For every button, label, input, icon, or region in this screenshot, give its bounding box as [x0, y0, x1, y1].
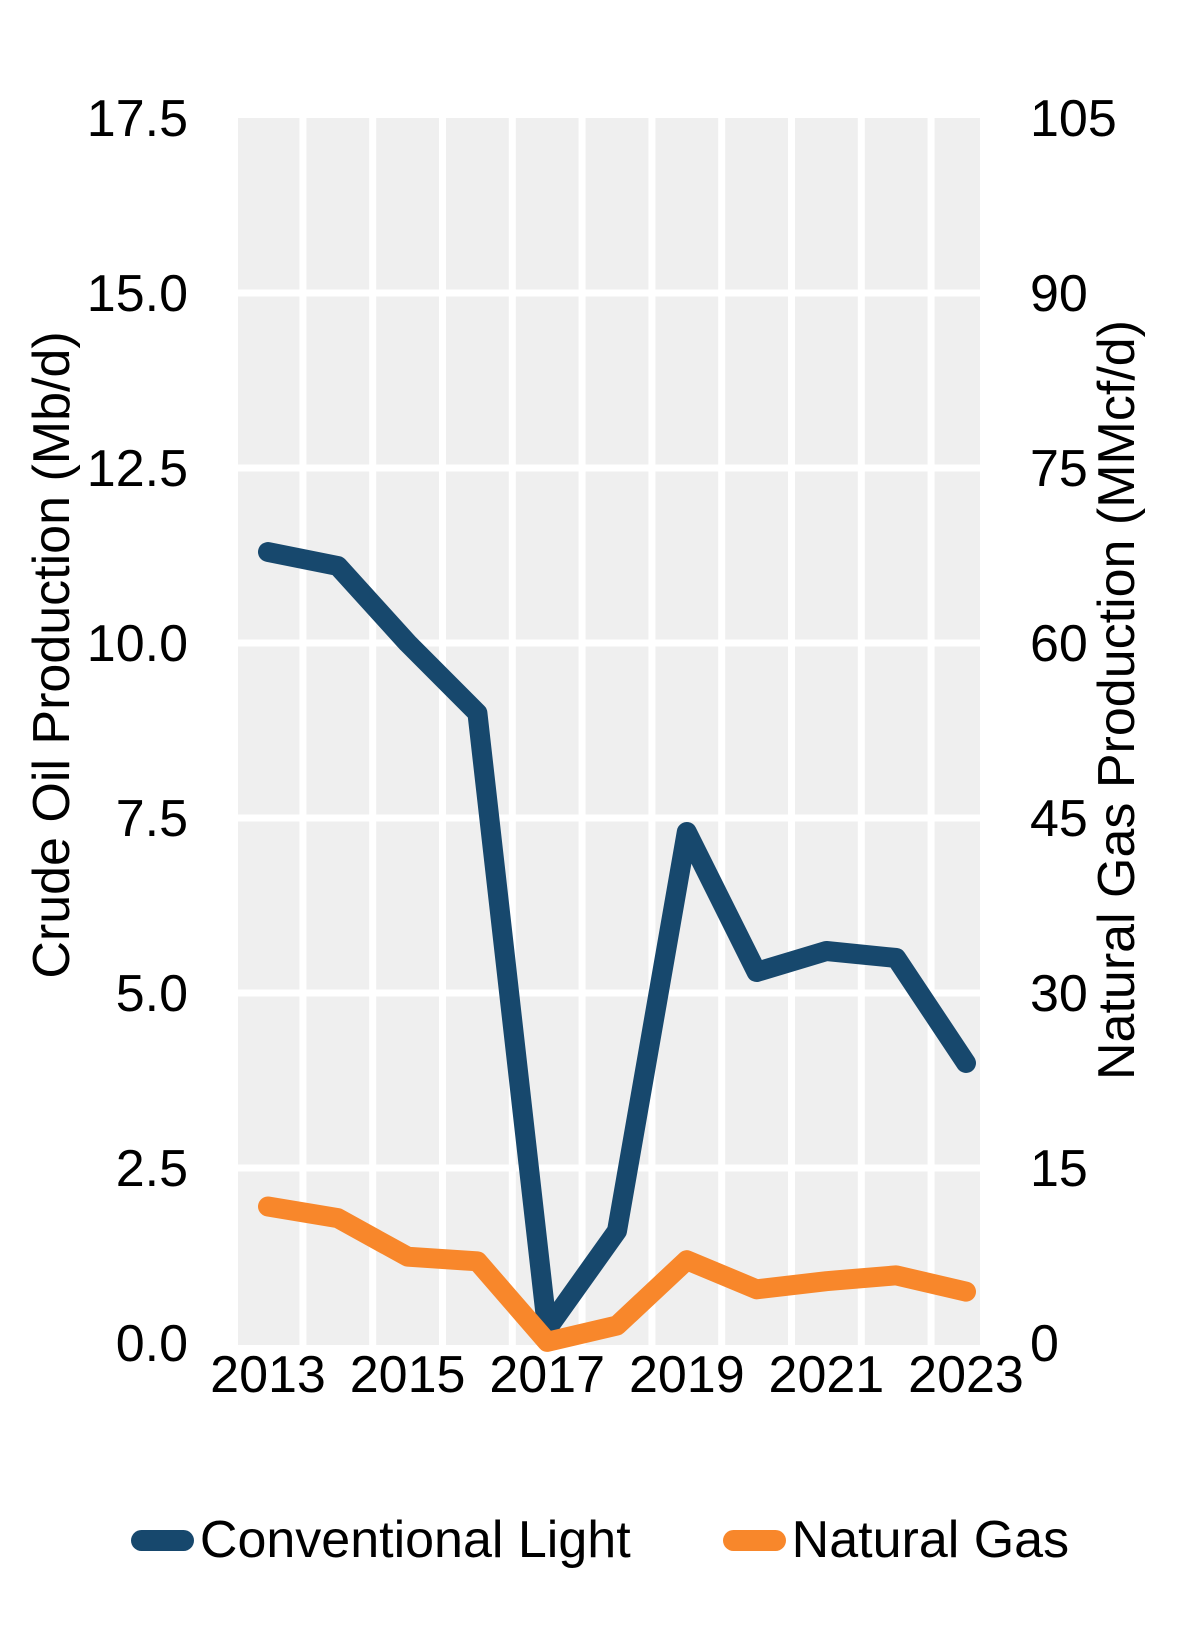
legend-item-conventional-light: Conventional Light	[130, 1510, 631, 1570]
right-axis-tick-label: 15	[1030, 1140, 1088, 1198]
natural-gas-swatch-icon	[722, 1529, 786, 1551]
left-axis-tick-label: 5.0	[116, 965, 188, 1023]
series-line-conventional-light	[258, 542, 976, 1339]
right-axis-tick-label: 45	[1030, 790, 1088, 848]
right-axis-tick-label: 105	[1030, 90, 1117, 148]
left-axis-tick-label: 0.0	[116, 1315, 188, 1373]
x-axis-tick-label: 2023	[908, 1346, 1024, 1404]
left-axis-tick-label: 2.5	[116, 1140, 188, 1198]
right-axis-tick-label: 60	[1030, 615, 1088, 673]
series-line-natural-gas	[258, 1196, 976, 1352]
legend-label-natural-gas: Natural Gas	[791, 1511, 1070, 1569]
left-axis-tick-label: 10.0	[87, 615, 188, 673]
x-axis-tick-label: 2017	[489, 1346, 605, 1404]
left-axis-title: Crude Oil Production (Mb/d)	[23, 331, 81, 979]
right-axis-title: Natural Gas Production (MMcf/d)	[1088, 319, 1146, 1081]
right-axis-tick-label: 75	[1030, 440, 1088, 498]
right-axis-tick-label: 90	[1030, 265, 1088, 323]
x-axis-tick-label: 2015	[350, 1346, 466, 1404]
conventional-light-swatch-icon	[130, 1529, 194, 1551]
left-axis-tick-label: 15.0	[87, 265, 188, 323]
x-axis-tick-label: 2019	[629, 1346, 745, 1404]
left-axis-tick-label: 17.5	[87, 90, 188, 148]
x-axis-tick-label: 2013	[210, 1346, 326, 1404]
legend: Conventional Light Natural Gas	[0, 1505, 1200, 1575]
left-axis-tick-label: 12.5	[87, 440, 188, 498]
left-axis-tick-label: 7.5	[116, 790, 188, 848]
legend-label-conventional-light: Conventional Light	[199, 1511, 631, 1569]
right-axis-tick-label: 0	[1030, 1315, 1059, 1373]
x-axis-tick-label: 2021	[769, 1346, 885, 1404]
legend-item-natural-gas: Natural Gas	[722, 1510, 1070, 1570]
right-axis-tick-label: 30	[1030, 965, 1088, 1023]
chart-panel	[238, 118, 980, 1345]
